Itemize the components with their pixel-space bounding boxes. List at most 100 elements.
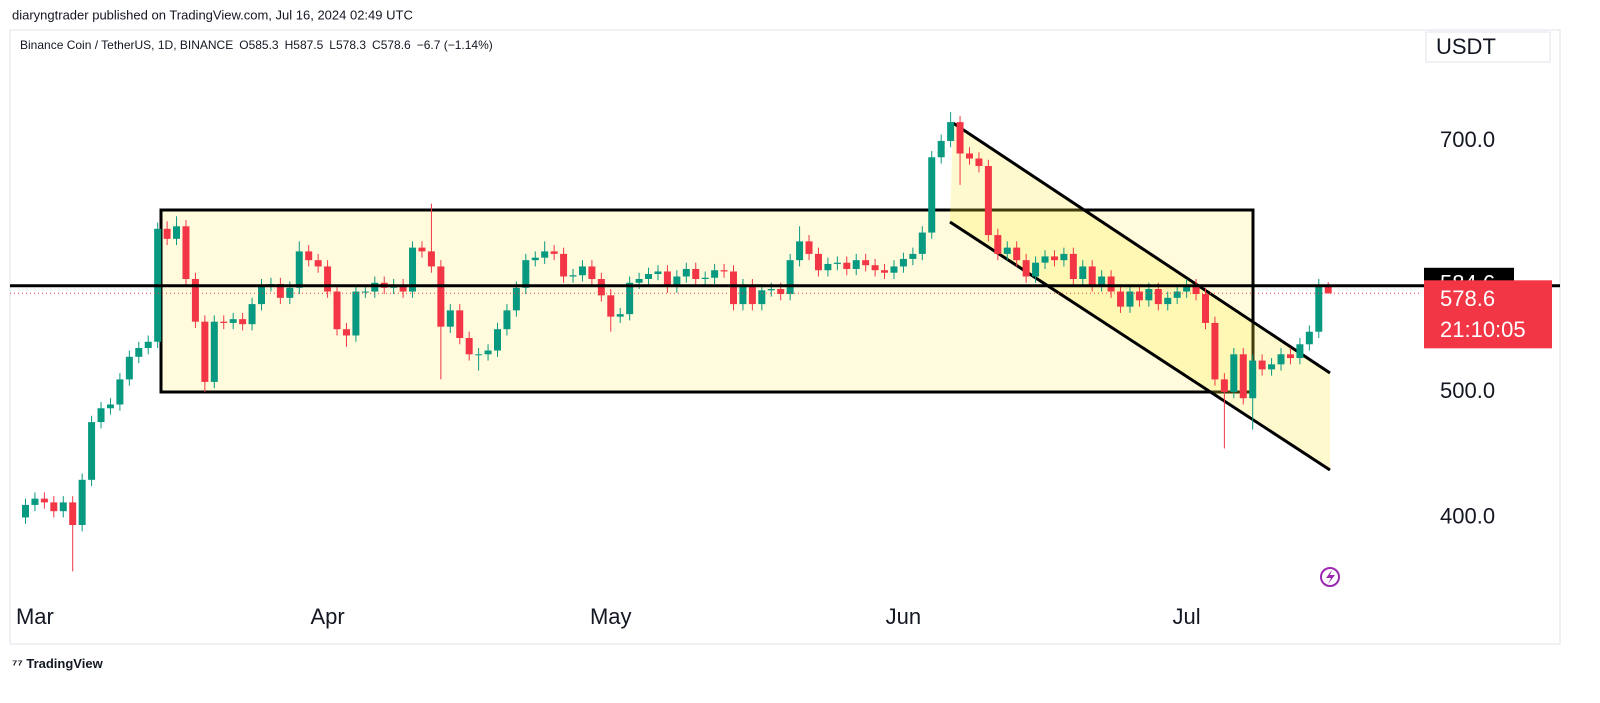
- candle-body: [503, 310, 511, 330]
- candle-body: [918, 232, 926, 254]
- candle-body: [59, 502, 67, 512]
- candle-body: [956, 122, 964, 154]
- candle-body: [1258, 360, 1266, 370]
- candle-body: [966, 153, 973, 159]
- candle-body: [50, 502, 58, 512]
- candle-body: [1173, 291, 1181, 298]
- o-value: 585.3: [249, 38, 279, 52]
- candle-body: [446, 310, 454, 327]
- candle-body: [1324, 284, 1332, 294]
- last-price-label: 578.6: [1440, 286, 1495, 311]
- candle-body: [135, 348, 143, 357]
- candle-body: [758, 290, 766, 305]
- x-tick-label: Mar: [16, 604, 54, 629]
- candle-body: [1003, 247, 1011, 254]
- candle-body: [1117, 291, 1125, 307]
- candle-body: [248, 304, 256, 325]
- candle-body: [1315, 284, 1323, 332]
- candle-body: [663, 271, 671, 287]
- candle-body: [1013, 247, 1021, 261]
- candle-body: [40, 498, 48, 503]
- l-label: L: [329, 38, 336, 52]
- candle-body: [578, 266, 586, 276]
- candle-body: [286, 287, 294, 298]
- x-tick-label: Jun: [886, 604, 921, 629]
- candle-body: [465, 337, 473, 355]
- alert-icon: [1320, 567, 1340, 587]
- candle-body: [833, 262, 841, 264]
- candle-body: [201, 321, 209, 382]
- candle-body: [1202, 294, 1209, 323]
- candle-body: [739, 285, 747, 305]
- candle-body: [909, 253, 917, 259]
- candle-body: [173, 226, 181, 239]
- candle-body: [512, 287, 520, 311]
- candle-body: [1032, 262, 1040, 277]
- candle-body: [191, 279, 199, 322]
- candle-body: [569, 275, 577, 277]
- candle-body: [645, 273, 653, 280]
- candle-body: [305, 251, 313, 261]
- footer-logo: ⁷⁷ TradingView: [12, 656, 104, 671]
- candle-body: [692, 268, 700, 280]
- candle-body: [701, 277, 709, 280]
- candle-body: [418, 247, 426, 252]
- channel-upper: [952, 121, 1331, 375]
- candle-body: [239, 319, 247, 325]
- candle-body: [1192, 285, 1200, 295]
- candle-body: [1069, 253, 1077, 280]
- x-tick-label: Apr: [310, 604, 344, 629]
- candle-body: [928, 157, 936, 233]
- candle-body: [1183, 285, 1191, 292]
- candle-body: [210, 321, 218, 382]
- candle-body: [295, 251, 303, 288]
- candle-body: [881, 270, 889, 273]
- candle-body: [522, 260, 530, 288]
- candle-body: [550, 251, 558, 254]
- h-value: 587.5: [293, 38, 323, 52]
- candle-body: [484, 350, 492, 355]
- candle-body: [125, 356, 133, 380]
- candle-body: [1211, 322, 1219, 380]
- candle-body: [1296, 344, 1304, 359]
- candle-body: [1154, 289, 1162, 305]
- candle-body: [843, 262, 851, 269]
- h-label: H: [285, 38, 294, 52]
- candle-body: [1079, 266, 1087, 280]
- candle-body: [97, 408, 105, 423]
- candle-body: [899, 258, 907, 267]
- candle-body: [409, 247, 417, 292]
- y-tick-label: 700.0: [1440, 127, 1495, 152]
- candle-body: [1041, 256, 1049, 263]
- c-label: C: [372, 38, 381, 52]
- candle-body: [984, 166, 992, 236]
- candle-body: [69, 502, 77, 525]
- candle-body: [144, 341, 152, 349]
- candle-body: [748, 285, 756, 305]
- countdown: 21:10:05: [1440, 317, 1526, 342]
- candle-body: [276, 284, 284, 298]
- candle-body: [616, 314, 624, 317]
- candle-body: [720, 270, 728, 272]
- candle-body: [475, 354, 483, 356]
- candle-body: [1249, 360, 1257, 399]
- candle-body: [78, 479, 86, 525]
- candle-body: [862, 260, 870, 266]
- y-tick-label: 500.0: [1440, 378, 1495, 403]
- candle-body: [1230, 354, 1238, 392]
- candle-body: [116, 379, 124, 405]
- change: −6.7 (−1.14%): [417, 38, 493, 52]
- candle-body: [258, 285, 265, 305]
- candle-body: [1088, 266, 1096, 286]
- candle-body: [361, 291, 369, 293]
- candle-body: [1305, 331, 1313, 345]
- candle-body: [975, 158, 983, 167]
- candle-body: [220, 321, 228, 323]
- candle-body: [456, 310, 464, 338]
- candle-body: [1107, 276, 1115, 292]
- candle-body: [673, 276, 681, 287]
- candle-body: [31, 498, 39, 505]
- candle-body: [890, 266, 898, 273]
- candle-body: [1022, 260, 1030, 277]
